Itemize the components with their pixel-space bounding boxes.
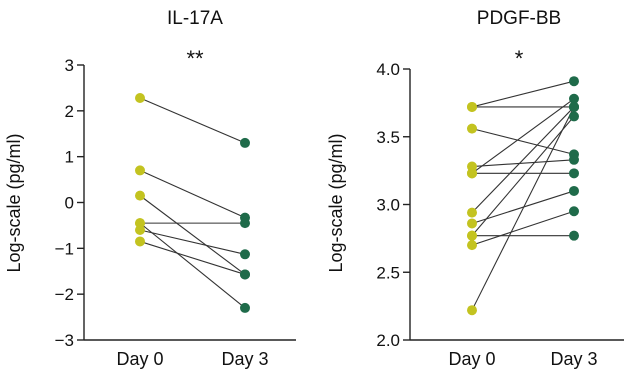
data-point-day3 (569, 93, 579, 104)
data-point-day0 (135, 225, 145, 235)
data-point-day3 (240, 302, 250, 313)
pair-line (471, 190, 575, 224)
data-point-day3 (240, 269, 250, 280)
pair-line (471, 106, 575, 214)
pair-line (471, 106, 575, 311)
significance-marker: * (515, 46, 524, 71)
data-point-day0 (135, 236, 145, 247)
data-point-day0 (467, 123, 477, 134)
chart-title: PDGF-BB (477, 8, 561, 29)
pair-line (139, 222, 246, 309)
pair-line (139, 229, 246, 255)
y-tick-label: 1 (65, 148, 74, 167)
pair-line (139, 97, 246, 144)
y-axis-label: Log-scale (pg/ml) (326, 133, 346, 272)
y-ticks: −3 −2 −1 0 1 2 3 (55, 56, 84, 350)
data-point-day0 (135, 190, 145, 201)
y-tick-label: 3.0 (376, 196, 400, 215)
data-point-day3 (240, 249, 250, 260)
x-tick-label: Day 3 (550, 349, 597, 369)
significance-marker: ** (186, 46, 204, 71)
data-point-day0 (467, 207, 477, 218)
chart-panel-il17a: IL-17A ** Log-scale (pg/ml) Day 0 Day 3 … (4, 8, 296, 369)
y-tick-label: 4.0 (376, 60, 400, 79)
x-tick-label: Day 3 (221, 349, 268, 369)
data-point-day3 (569, 154, 579, 165)
data-point-day0 (467, 218, 477, 229)
data-point-day0 (467, 230, 477, 241)
data-point-day0 (135, 93, 145, 103)
y-ticks: 2.0 2.5 3.0 3.5 4.0 (376, 60, 410, 350)
pair-line (471, 98, 575, 174)
data-point-day0 (467, 101, 477, 112)
data-point-day3 (569, 168, 579, 179)
chart-panel-pdgf-bb: PDGF-BB * Log-scale (pg/ml) Day 0 Day 3 … (326, 8, 624, 369)
y-tick-label: −3 (55, 331, 74, 350)
data-points (467, 76, 579, 316)
pair-lines (471, 80, 575, 311)
data-point-day3 (240, 218, 250, 229)
data-point-day3 (569, 185, 579, 196)
data-point-day3 (569, 101, 579, 112)
data-point-day0 (467, 168, 477, 179)
pair-line (471, 80, 575, 108)
chart-title: IL-17A (167, 8, 223, 29)
y-tick-label: −1 (55, 239, 74, 258)
pair-line (471, 128, 575, 155)
data-point-day3 (569, 230, 579, 241)
data-points (135, 93, 250, 313)
y-tick-label: 0 (65, 194, 74, 213)
x-tick-label: Day 0 (116, 349, 163, 369)
data-point-day0 (467, 305, 477, 316)
y-tick-label: 3.5 (376, 128, 400, 147)
pair-line (139, 240, 246, 275)
y-tick-label: 2 (65, 102, 74, 121)
data-point-day3 (240, 137, 250, 148)
data-point-day0 (467, 240, 477, 251)
data-point-day3 (569, 206, 579, 217)
y-tick-label: −2 (55, 285, 74, 304)
pair-lines (139, 97, 246, 309)
x-tick-label: Day 0 (448, 349, 495, 369)
pair-line (471, 210, 575, 246)
data-point-day0 (135, 218, 145, 229)
y-tick-label: 2.5 (376, 263, 400, 282)
y-axis-label: Log-scale (pg/ml) (4, 133, 24, 272)
y-tick-label: 2.0 (376, 331, 400, 350)
pair-line (471, 116, 575, 237)
data-point-day3 (569, 111, 579, 122)
y-tick-label: 3 (65, 56, 74, 75)
pair-line (139, 169, 246, 219)
data-point-day0 (135, 165, 145, 176)
data-point-day3 (569, 76, 579, 87)
pair-line (139, 195, 246, 275)
pair-line (471, 159, 575, 168)
